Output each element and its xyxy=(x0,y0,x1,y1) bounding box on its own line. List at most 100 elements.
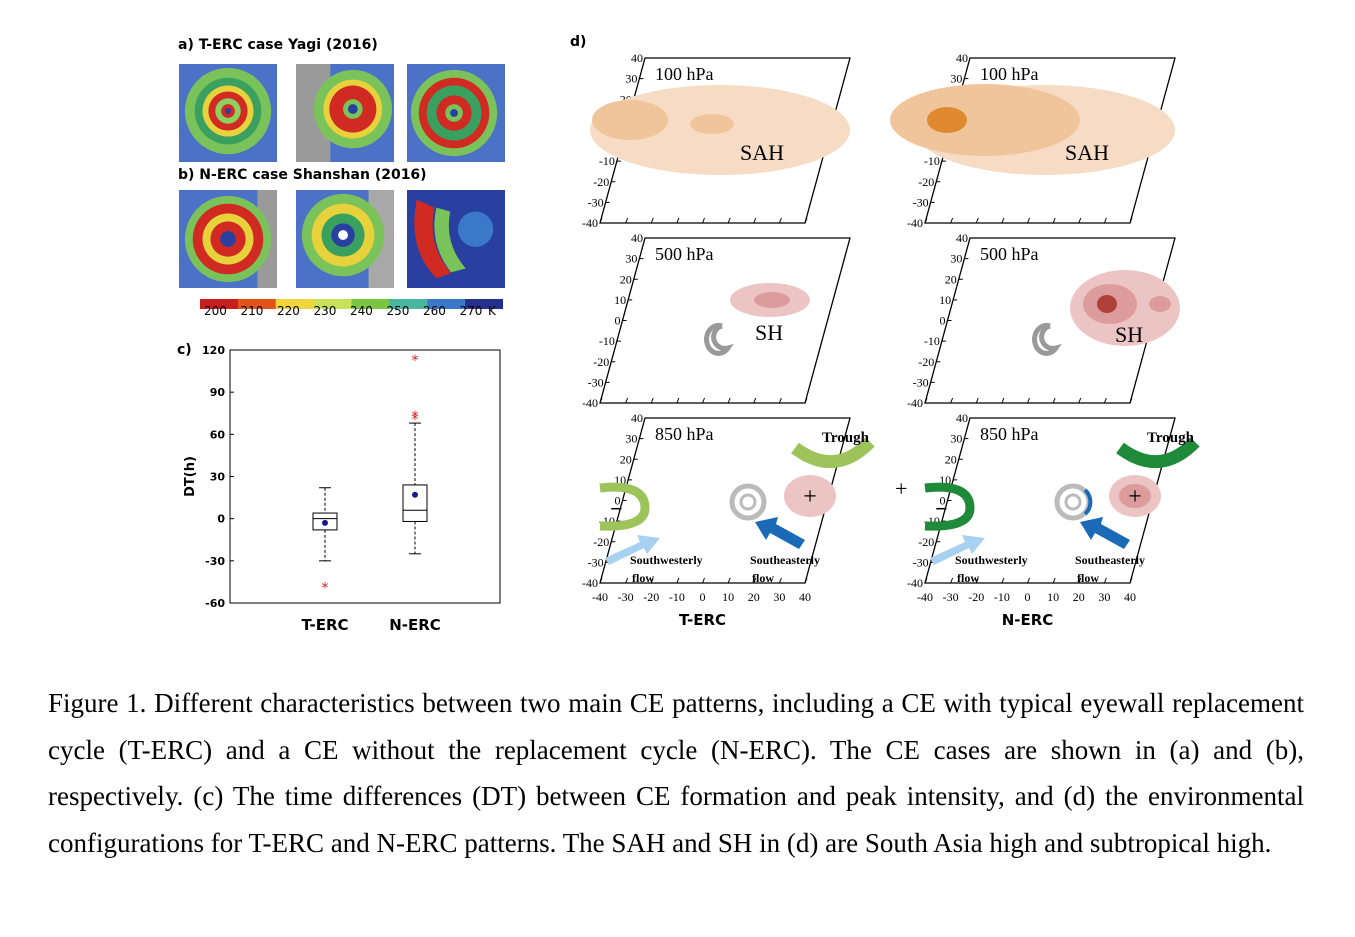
x-tick-label: 10 xyxy=(1047,590,1059,604)
y-tick-label: 30 xyxy=(625,72,637,86)
trough-arc xyxy=(791,437,875,468)
colorbar-tick: 270 xyxy=(459,304,483,318)
trough-arc xyxy=(1116,437,1200,468)
x-tick xyxy=(804,217,808,224)
sh-label: SH xyxy=(1115,322,1143,347)
x-tick-label: 10 xyxy=(722,590,734,604)
x-tick xyxy=(1052,577,1056,584)
x-tick xyxy=(924,397,928,404)
x-tick xyxy=(599,217,603,224)
panel-d-n-erc-850hpa: 40 30 20 10 0 -10 -20 -30 -40 850 hPa Trough − + Sout… xyxy=(895,411,1200,629)
x-tick xyxy=(625,397,629,404)
x-tick-label: 40 xyxy=(799,590,811,604)
southeasterly-label: Southeasterly xyxy=(750,553,820,567)
x-tick xyxy=(1027,577,1030,584)
y-tick-label: -30 xyxy=(913,555,929,569)
y-tick-label: 30 xyxy=(625,252,637,266)
y-tick-label: -10 xyxy=(924,154,940,168)
column-label: N-ERC xyxy=(1002,611,1054,629)
x-tick xyxy=(1052,217,1056,224)
sah-core-east xyxy=(690,114,734,134)
outlier-marker: * xyxy=(412,409,419,425)
southeasterly-flow-arrow xyxy=(1080,517,1130,549)
southwesterly-flow-label: flow xyxy=(957,571,979,585)
x-tick xyxy=(1001,397,1005,404)
y-tick-label: -30 xyxy=(588,195,604,209)
mean-point xyxy=(322,519,328,526)
x-tick xyxy=(676,577,680,584)
x-tick xyxy=(950,217,954,224)
x-tick xyxy=(1103,397,1107,404)
x-tick xyxy=(702,397,705,404)
x-tick xyxy=(1129,577,1133,584)
y-tick-label: -40 xyxy=(582,576,598,590)
low-pressure-arc xyxy=(924,482,975,531)
panel-c-label: c) xyxy=(177,342,192,358)
x-category-label: N-ERC xyxy=(389,616,441,634)
figure-caption: Figure 1. Different characteristics betw… xyxy=(48,688,1304,858)
sah-inner xyxy=(890,84,1080,156)
x-tick xyxy=(975,577,979,584)
x-tick xyxy=(650,217,654,224)
y-tick-label: -30 xyxy=(588,375,604,389)
sh-core xyxy=(754,292,790,308)
panel-d-n-erc-500hpa: 40 30 20 10 0-10 -20 -30 -40 500 hPa SH xyxy=(907,231,1180,410)
y-tick-label: -20 xyxy=(918,535,934,549)
x-tick xyxy=(1027,397,1030,404)
cyclone-ring-inner xyxy=(1064,493,1082,511)
outlier-marker: * xyxy=(412,412,419,428)
colorbar-tick: 200 xyxy=(204,304,227,318)
x-tick xyxy=(1052,397,1056,404)
plus-sign: + xyxy=(803,484,817,510)
colorbar-band xyxy=(200,299,239,309)
y-tick-label: 30 xyxy=(950,432,962,446)
y-tick-label: -20 xyxy=(593,535,609,549)
y-tick-label: 40 xyxy=(956,51,968,65)
sh-core-east xyxy=(1149,296,1171,312)
satellite-image-yagi-1 xyxy=(179,64,277,162)
trough-label: Trough xyxy=(822,430,870,446)
x-tick xyxy=(1129,397,1133,404)
high-pressure-core xyxy=(1119,484,1151,508)
x-tick-label: 40 xyxy=(1124,590,1136,604)
y-tick-label: 0 xyxy=(940,494,946,508)
x-tick xyxy=(924,577,928,584)
x-tick xyxy=(753,577,757,584)
y-tick-label: 40 xyxy=(631,231,643,245)
level-label: 850 hPa xyxy=(655,424,714,444)
colorbar xyxy=(200,294,504,309)
y-tick-label: 0 xyxy=(217,513,225,526)
sah-core xyxy=(927,107,967,133)
x-tick xyxy=(804,397,808,404)
satellite-image-shanshan-1 xyxy=(179,190,277,288)
southeasterly-flow-label: flow xyxy=(752,571,774,585)
x-tick xyxy=(676,217,680,224)
column-label: T-ERC xyxy=(679,611,726,629)
y-tick-label: 20 xyxy=(620,272,632,286)
x-tick xyxy=(753,217,757,224)
high-pressure-area xyxy=(784,475,836,517)
low-pressure-arc xyxy=(599,482,650,531)
satellite-image-shanshan-3 xyxy=(407,190,505,288)
x-tick xyxy=(599,577,603,584)
y-tick-label: -30 xyxy=(588,555,604,569)
panel-a-title: a) T-ERC case Yagi (2016) xyxy=(178,37,378,53)
satellite-image-yagi-3 xyxy=(407,64,505,162)
x-tick xyxy=(975,397,979,404)
y-tick-label: -40 xyxy=(582,396,598,410)
satellite-image-yagi-2 xyxy=(296,64,394,162)
x-tick-label: -10 xyxy=(994,590,1010,604)
x-tick xyxy=(727,217,731,224)
x-tick-label: 0 xyxy=(700,590,706,604)
colorbar-band xyxy=(427,299,466,309)
y-tick-label: 0 xyxy=(615,314,621,328)
x-tick-label: -20 xyxy=(968,590,984,604)
southeasterly-flow-arrow xyxy=(755,517,805,549)
y-tick-label: 0 xyxy=(615,494,621,508)
y-tick-label: 20 xyxy=(945,272,957,286)
southwesterly-label: Southwesterly xyxy=(955,553,1028,567)
x-tick xyxy=(975,217,979,224)
x-tick xyxy=(650,577,654,584)
x-tick xyxy=(1078,397,1082,404)
